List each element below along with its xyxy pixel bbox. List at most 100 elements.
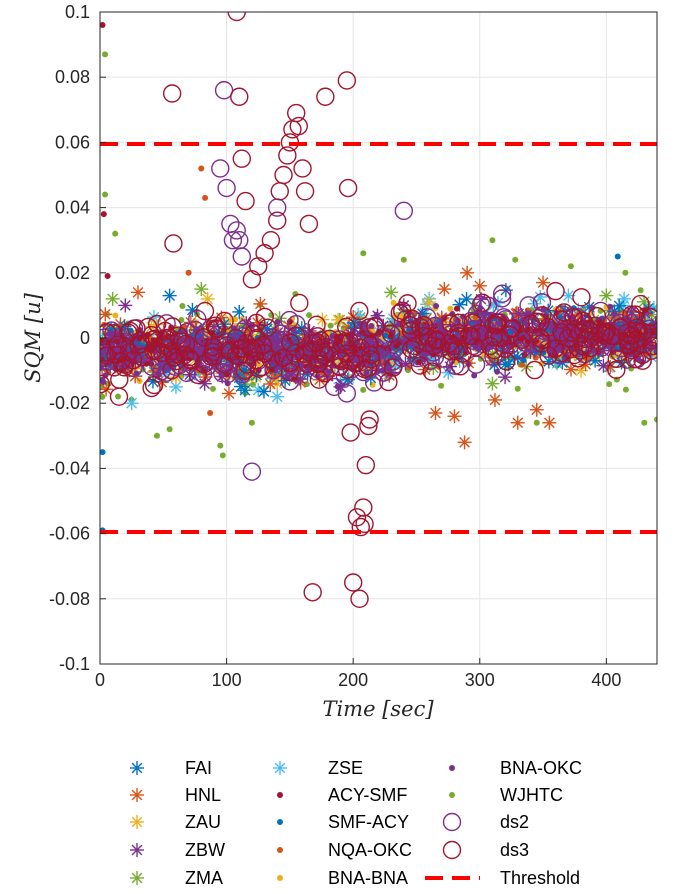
y-tick-label: 0.04 — [55, 198, 90, 218]
x-axis-label: Time [sec] — [322, 697, 434, 721]
data-point — [441, 365, 456, 380]
data-point — [167, 351, 186, 371]
data-point — [100, 379, 107, 386]
data-point — [497, 352, 516, 371]
data-point — [287, 103, 306, 123]
data-point — [355, 514, 374, 534]
data-point — [489, 237, 496, 244]
data-point — [351, 517, 370, 537]
legend-label: HNL — [185, 785, 221, 805]
data-point — [492, 284, 512, 303]
data-point — [334, 383, 341, 390]
data-point — [640, 307, 657, 327]
data-point — [568, 349, 588, 368]
legend-item-wjhtc: WJHTC — [449, 785, 563, 805]
data-point — [338, 178, 358, 198]
legend-item-acy-smf: ACY-SMF — [277, 785, 407, 805]
data-point — [558, 328, 578, 348]
data-point — [109, 345, 128, 364]
data-point — [552, 323, 571, 342]
data-point — [263, 376, 278, 391]
data-point — [358, 358, 378, 378]
data-point — [563, 362, 578, 377]
data-point — [414, 316, 433, 335]
data-point — [470, 324, 489, 343]
legend-label: ZSE — [328, 758, 363, 778]
data-point — [242, 270, 262, 289]
data-point — [360, 336, 380, 355]
legend-marker — [130, 761, 144, 775]
data-point — [622, 340, 642, 360]
data-point — [403, 309, 422, 329]
data-point — [641, 419, 648, 426]
legend-label: FAI — [185, 758, 212, 778]
legend-label: ZBW — [185, 840, 225, 860]
legend-item-hnl: HNL — [130, 785, 221, 805]
data-point — [438, 382, 445, 389]
data-point — [457, 435, 472, 450]
data-point — [102, 191, 109, 198]
data-point — [471, 372, 478, 379]
data-point — [214, 81, 234, 100]
data-point — [232, 304, 247, 319]
legend-label: Threshold — [500, 868, 580, 888]
legend-marker — [277, 819, 283, 825]
data-point — [142, 378, 161, 398]
data-point — [487, 316, 506, 335]
data-point — [100, 393, 106, 400]
data-point — [575, 315, 595, 334]
data-point — [337, 317, 356, 337]
data-point — [129, 335, 148, 354]
data-point — [383, 358, 403, 377]
data-point — [295, 182, 315, 201]
data-point — [153, 432, 160, 439]
data-point — [561, 288, 576, 303]
data-point — [571, 341, 590, 360]
data-point — [431, 338, 451, 357]
data-point — [194, 328, 214, 347]
data-point — [105, 291, 120, 306]
data-point — [100, 323, 117, 342]
legend-marker — [130, 815, 144, 829]
data-point — [217, 178, 236, 198]
data-point — [164, 234, 183, 253]
legend-label: ds2 — [500, 812, 529, 832]
data-point — [622, 386, 629, 393]
data-point — [533, 419, 540, 426]
legend-marker — [277, 875, 283, 881]
data-point — [340, 332, 359, 351]
data-point — [525, 360, 544, 380]
data-point — [327, 322, 334, 329]
data-point — [227, 221, 246, 240]
series-ds2 — [100, 81, 657, 481]
data-point — [204, 347, 224, 366]
data-point — [100, 343, 114, 362]
data-point — [185, 302, 200, 317]
data-point — [202, 194, 209, 201]
data-point — [194, 282, 209, 297]
legend-marker — [130, 788, 144, 802]
data-point — [360, 318, 379, 337]
data-point — [394, 201, 414, 221]
y-tick-label: 0.08 — [55, 67, 90, 87]
data-point — [104, 273, 111, 280]
data-point — [519, 361, 526, 368]
legend-item-zse: ZSE — [273, 758, 363, 778]
data-point — [487, 392, 502, 407]
data-point — [104, 324, 123, 343]
x-tick-label: 0 — [95, 670, 105, 690]
data-point — [393, 342, 400, 349]
data-point — [347, 508, 367, 527]
data-point — [299, 214, 319, 234]
legend-item-threshold: Threshold — [425, 868, 580, 888]
data-point — [247, 328, 267, 348]
data-point — [622, 305, 641, 325]
data-point — [546, 281, 565, 301]
data-point — [206, 319, 226, 338]
data-point — [495, 339, 514, 358]
data-point — [631, 294, 650, 314]
data-point — [283, 120, 302, 139]
data-point — [350, 589, 369, 608]
data-point — [162, 288, 177, 303]
data-point — [244, 342, 263, 362]
